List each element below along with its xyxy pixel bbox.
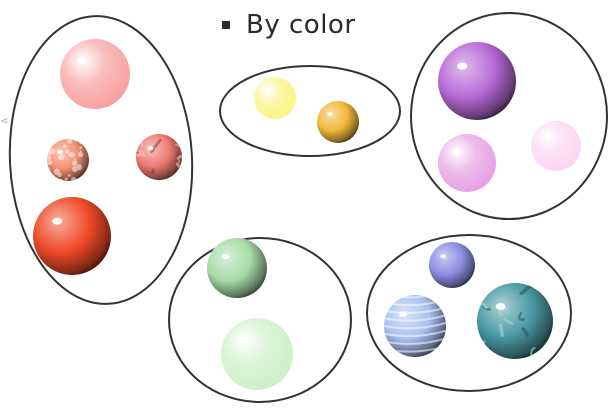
edge-mark: ⋖ bbox=[0, 116, 9, 127]
sphere-red-marbled bbox=[136, 134, 182, 180]
group-outline-green bbox=[168, 237, 352, 403]
group-outline-blue bbox=[366, 234, 572, 392]
sphere-pale-green bbox=[221, 318, 293, 390]
sphere-violet bbox=[438, 42, 516, 120]
sphere-periwinkle bbox=[429, 242, 475, 288]
square-bullet-icon bbox=[222, 21, 230, 29]
sphere-pale-pink bbox=[531, 121, 581, 171]
sphere-light-blue-marbled bbox=[384, 295, 446, 357]
sphere-red-orange bbox=[33, 197, 111, 275]
sphere-amber bbox=[317, 101, 359, 143]
sphere-pale-yellow bbox=[254, 77, 296, 119]
sphere-mint bbox=[207, 238, 267, 298]
group-outline-red bbox=[8, 15, 194, 305]
heading-text: By color bbox=[246, 10, 356, 40]
group-outline-purple bbox=[410, 12, 608, 220]
sphere-pink-glossy bbox=[60, 39, 130, 109]
sphere-coral-speckled bbox=[47, 139, 89, 181]
sphere-teal-marbled bbox=[477, 283, 553, 359]
group-outline-yellow bbox=[219, 65, 401, 157]
heading: By color bbox=[222, 10, 356, 40]
sphere-orchid bbox=[438, 134, 496, 192]
